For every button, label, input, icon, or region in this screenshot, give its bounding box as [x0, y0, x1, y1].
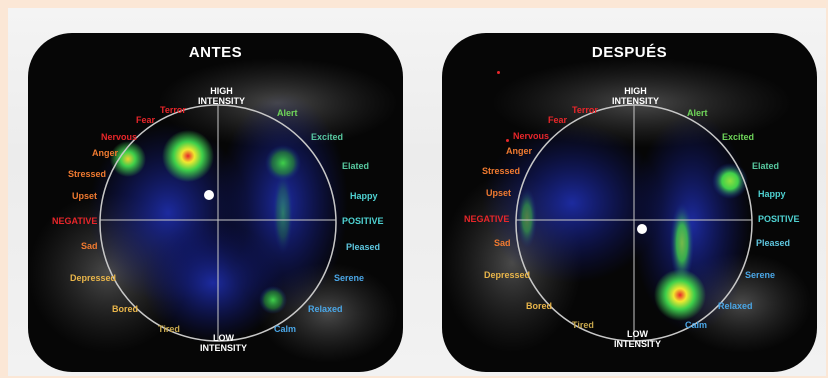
label-anger: Anger	[506, 146, 533, 156]
axis-low-label: LOW INTENSITY	[614, 329, 662, 349]
label-alert: Alert	[687, 108, 708, 118]
heatmap-panel-despues: DESPUÉS HIGH INTENSITY LOW INTENSITY NEG…	[442, 33, 817, 372]
label-anger: Anger	[92, 148, 119, 158]
outlier-dot	[497, 71, 500, 74]
label-elated: Elated	[342, 161, 370, 171]
label-calm: Calm	[685, 320, 708, 330]
label-stressed: Stressed	[68, 169, 107, 179]
label-stressed: Stressed	[482, 166, 521, 176]
axis-negative-label: NEGATIVE	[52, 216, 98, 226]
mean-dot	[204, 190, 214, 200]
hotspot-calm	[259, 286, 287, 314]
hotspot-anger	[110, 141, 146, 177]
hotspot-calm	[654, 269, 706, 321]
label-nervous: Nervous	[101, 132, 138, 142]
label-nervous: Nervous	[513, 131, 550, 141]
label-fear: Fear	[136, 115, 156, 125]
label-relaxed: Relaxed	[718, 301, 753, 311]
label-happy: Happy	[350, 191, 378, 201]
label-terror: Terror	[160, 105, 186, 115]
panel-title: DESPUÉS	[591, 44, 668, 61]
label-fear: Fear	[548, 115, 568, 125]
panel-title: ANTES	[188, 44, 243, 61]
label-calm: Calm	[274, 324, 297, 334]
label-upset: Upset	[72, 191, 98, 201]
label-sad: Sad	[81, 241, 98, 251]
label-serene: Serene	[745, 270, 776, 280]
label-bored: Bored	[112, 304, 139, 314]
label-serene: Serene	[334, 273, 365, 283]
label-tired: Tired	[572, 320, 594, 330]
label-relaxed: Relaxed	[308, 304, 343, 314]
hotspot-fear	[162, 130, 214, 182]
axis-positive-label: POSITIVE	[342, 216, 384, 226]
label-alert: Alert	[277, 108, 298, 118]
label-upset: Upset	[486, 188, 512, 198]
mean-dot	[637, 224, 647, 234]
label-tired: Tired	[158, 324, 180, 334]
heatmap-despues	[442, 58, 812, 353]
density-green	[517, 188, 537, 248]
axis-high-label: HIGH INTENSITY	[612, 86, 660, 106]
label-sad: Sad	[494, 238, 511, 248]
label-bored: Bored	[526, 301, 553, 311]
axis-high-label: HIGH INTENSITY	[198, 86, 246, 106]
label-happy: Happy	[758, 189, 786, 199]
label-pleased: Pleased	[346, 242, 381, 252]
label-depressed: Depressed	[484, 270, 531, 280]
heatmap-panel-antes: ANTES HIGH INTENSITY LOW INTENSITY NEGAT…	[28, 33, 403, 372]
axis-positive-label: POSITIVE	[758, 214, 800, 224]
label-terror: Terror	[572, 105, 598, 115]
density-green	[273, 173, 293, 253]
label-elated: Elated	[752, 161, 780, 171]
label-excited: Excited	[311, 132, 344, 142]
figure-stage: ANTES HIGH INTENSITY LOW INTENSITY NEGAT…	[8, 8, 826, 376]
density-blue	[143, 223, 283, 343]
outlier-dot	[506, 139, 509, 142]
label-pleased: Pleased	[756, 238, 791, 248]
label-depressed: Depressed	[70, 273, 117, 283]
hotspot-alert	[265, 145, 301, 181]
hotspot-happy	[712, 163, 748, 199]
heatmap-antes	[28, 58, 398, 363]
density-green	[670, 203, 694, 283]
label-excited: Excited	[722, 132, 755, 142]
axis-low-label: LOW INTENSITY	[200, 333, 248, 353]
axis-negative-label: NEGATIVE	[464, 214, 510, 224]
